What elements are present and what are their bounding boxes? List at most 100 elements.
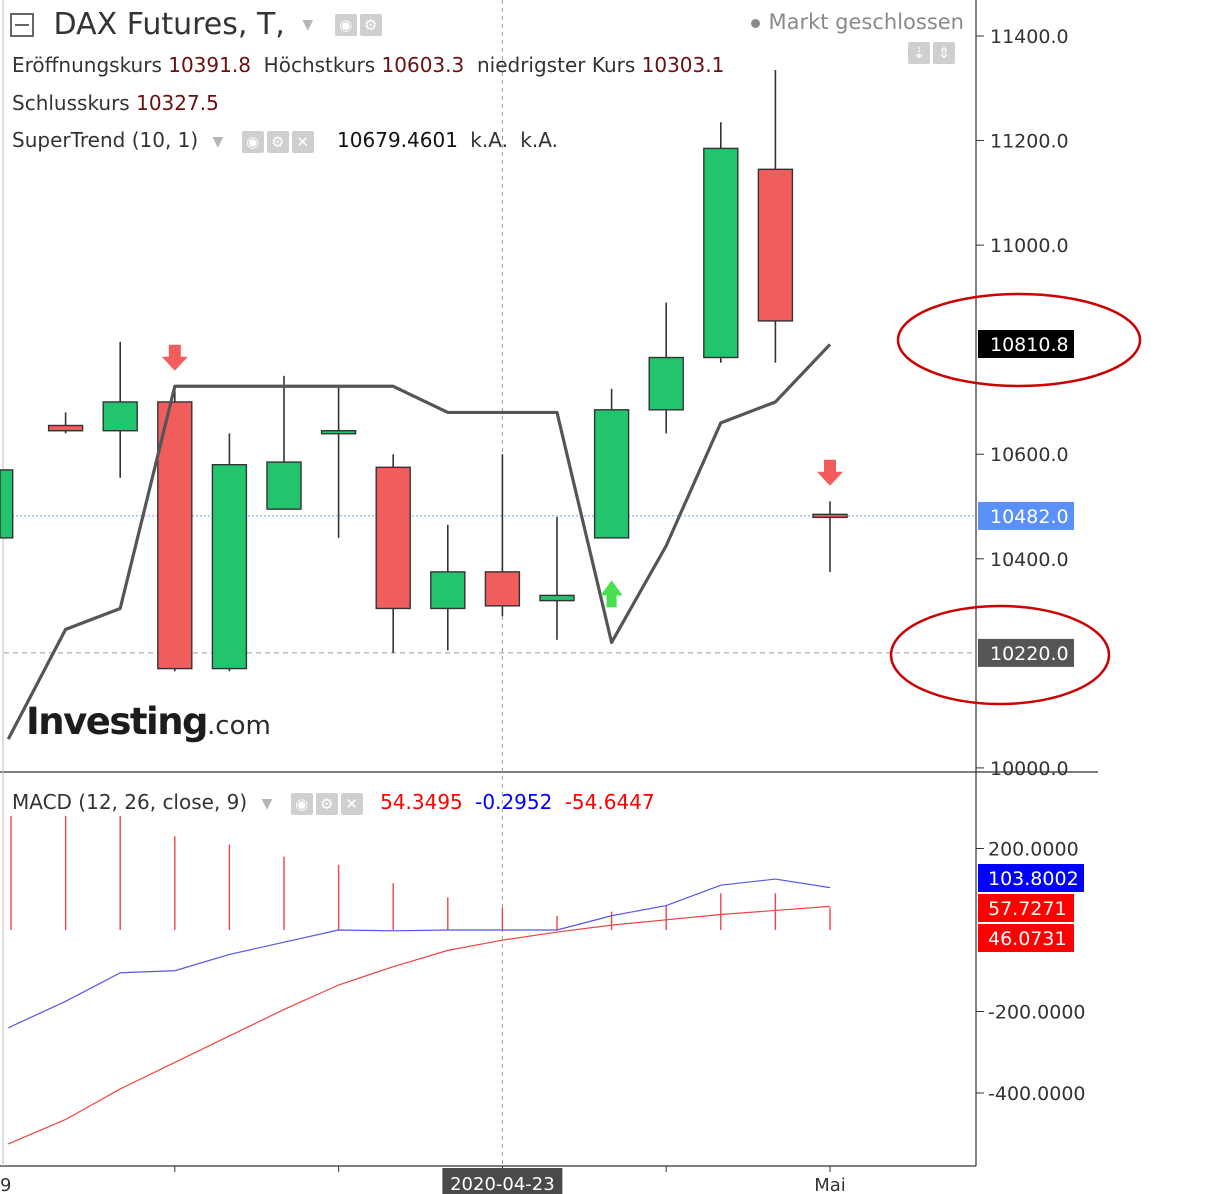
candle-body (157, 401, 193, 670)
macd-line (8, 878, 831, 1029)
y-tick-label: 11200.0 (990, 131, 1069, 153)
macd-value-1: 54.3495 (380, 790, 463, 814)
candle (320, 386, 357, 538)
y-tick-label: 11000.0 (990, 235, 1069, 257)
x-tick-label-month: Mai (814, 1175, 846, 1194)
macd-tag (978, 924, 1074, 952)
candle (430, 524, 466, 651)
candle-body (648, 356, 684, 411)
candle (47, 412, 84, 434)
market-status-text: Markt geschlossen (768, 10, 964, 34)
high-label: Höchstkurs (263, 53, 376, 77)
scroll-buttons: ⇣ ⇕ (908, 42, 958, 64)
y-tick-label: 10000.0 (990, 758, 1069, 780)
price-tag-label: 10220.0 (990, 643, 1069, 665)
chevron-down-icon[interactable]: ▼ (261, 795, 273, 812)
candle (266, 375, 302, 510)
symbol-row: DAX Futures, T, ▼ ◉ ⚙ (10, 6, 385, 42)
gear-icon[interactable]: ⚙ (315, 792, 338, 815)
market-status: Markt geschlossen (751, 10, 964, 34)
macd-value-2: -0.2952 (475, 790, 553, 814)
candle (539, 516, 575, 640)
y-tick-label: 10400.0 (990, 549, 1069, 571)
eye-icon[interactable]: ◉ (290, 792, 313, 815)
arrow-updown-icon[interactable]: ⇕ (933, 42, 955, 64)
macd-tag (978, 894, 1074, 922)
candle (648, 302, 684, 434)
candle-body (211, 463, 248, 670)
candle (0, 469, 14, 539)
gear-icon[interactable]: ⚙ (359, 13, 382, 36)
chevron-down-icon[interactable]: ▼ (212, 133, 224, 150)
sell-arrow-icon (161, 344, 188, 371)
candle-body (0, 469, 14, 539)
candle-body (812, 513, 848, 519)
collapse-icon[interactable] (10, 12, 34, 37)
x-date-badge (442, 1168, 563, 1194)
candle (211, 433, 248, 672)
candle-body (266, 461, 302, 510)
macd-tag-label: 57.7271 (988, 898, 1067, 920)
candle (757, 69, 794, 363)
indicator-name: SuperTrend (10, 1) (12, 128, 199, 152)
price-tag-label: 10810.8 (990, 334, 1069, 356)
candle-body (102, 401, 138, 432)
macd-y-tick-label: -400.0000 (988, 1083, 1086, 1105)
annotation-ellipse (896, 292, 1142, 388)
candle-body (484, 571, 521, 607)
macd-tag-label: 46.0731 (988, 928, 1067, 950)
close-icon[interactable]: ✕ (340, 792, 363, 815)
candle (102, 341, 138, 478)
buy-arrow-icon (600, 580, 623, 608)
candle-body (539, 594, 575, 602)
candle (703, 122, 739, 363)
candle-body (375, 466, 411, 610)
chart-header: DAX Futures, T, ▼ ◉ ⚙ Markt geschlossen ⇣… (0, 0, 980, 170)
gear-icon[interactable]: ⚙ (266, 130, 289, 153)
price-tag (978, 501, 1074, 530)
close-label: Schlusskurs (12, 91, 130, 115)
eye-icon[interactable]: ◉ (241, 130, 264, 153)
price-tag (978, 638, 1074, 667)
macd-value-3: -54.6447 (564, 790, 655, 814)
candle-body (430, 571, 466, 610)
chevron-down-icon[interactable]: ▼ (302, 16, 314, 33)
symbol-title: DAX Futures, T, (53, 7, 285, 42)
ohlc-row: Eröffnungskurs 10391.8 Höchstkurs 10603.… (12, 53, 724, 77)
x-edge-label: 9 (0, 1175, 11, 1194)
supertrend-line (6, 343, 832, 740)
macd-name: MACD (12, 26, close, 9) (12, 790, 248, 814)
candle (157, 386, 193, 672)
price-tag (978, 330, 1074, 359)
open-value: 10391.8 (168, 53, 251, 77)
status-dot-icon (751, 18, 761, 28)
y-tick-label: 10600.0 (990, 444, 1069, 466)
candle (375, 454, 411, 653)
indicator-extra-2: k.A. (520, 128, 558, 152)
close-icon[interactable]: ✕ (291, 130, 314, 153)
watermark-suffix: .com (207, 711, 271, 741)
x-tick-label-date: 2020-04-23 (450, 1174, 555, 1194)
y-tick-label: 11400.0 (990, 26, 1069, 48)
candle-body (47, 424, 84, 432)
macd-y-tick-label: -200.0000 (988, 1002, 1086, 1024)
price-tag-label: 10482.0 (990, 506, 1069, 528)
candle-body (320, 430, 357, 435)
low-value: 10303.1 (641, 53, 725, 77)
macd-legend: MACD (12, 26, close, 9) ▼ ◉ ⚙ ✕ 54.3495 -0… (12, 790, 655, 815)
close-value: 10327.5 (136, 91, 219, 115)
candle (593, 388, 630, 539)
macd-tag-label: 103.8002 (988, 868, 1079, 890)
candle-body (593, 409, 630, 539)
watermark-brand: Investing (26, 700, 209, 743)
candle (812, 501, 848, 572)
candle (484, 454, 521, 617)
arrow-down-icon[interactable]: ⇣ (908, 42, 930, 64)
candle-body (757, 168, 794, 322)
watermark-logo: Investing.com (26, 700, 271, 743)
eye-icon[interactable]: ◉ (334, 13, 357, 36)
low-label: niedrigster Kurs (476, 53, 636, 77)
sell-arrow-icon (817, 459, 843, 486)
